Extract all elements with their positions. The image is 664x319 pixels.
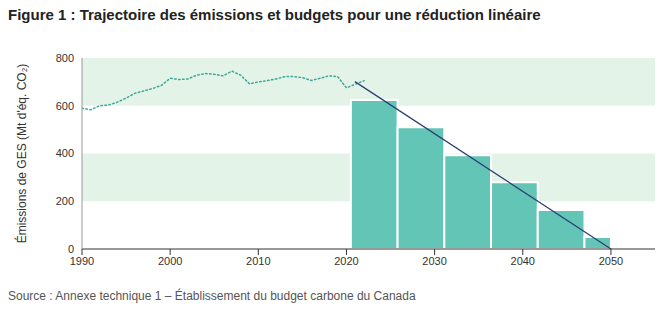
html-text:Figure 1 : Trajectoire des émi: Figure 1 : Trajectoire des émissions et …: [8, 6, 541, 23]
svg-text:2030: 2030: [422, 255, 446, 267]
svg-text:2050: 2050: [599, 255, 623, 267]
svg-text:2010: 2010: [246, 255, 270, 267]
svg-text:200: 200: [56, 195, 74, 207]
svg-text:0: 0: [68, 243, 74, 255]
html-text:Source : Annexe technique 1 –: Source : Annexe technique 1 – Établissem…: [8, 289, 416, 303]
svg-text:2000: 2000: [158, 255, 182, 267]
svg-text:2040: 2040: [511, 255, 535, 267]
svg-text:2020: 2020: [334, 255, 358, 267]
svg-text:800: 800: [56, 52, 74, 64]
svg-text:600: 600: [56, 100, 74, 112]
svg-text:400: 400: [56, 147, 74, 159]
svg-text:1990: 1990: [70, 255, 94, 267]
svg-text:Émissions de GES (Mt d'éq. CO₂: Émissions de GES (Mt d'éq. CO₂): [14, 64, 29, 244]
